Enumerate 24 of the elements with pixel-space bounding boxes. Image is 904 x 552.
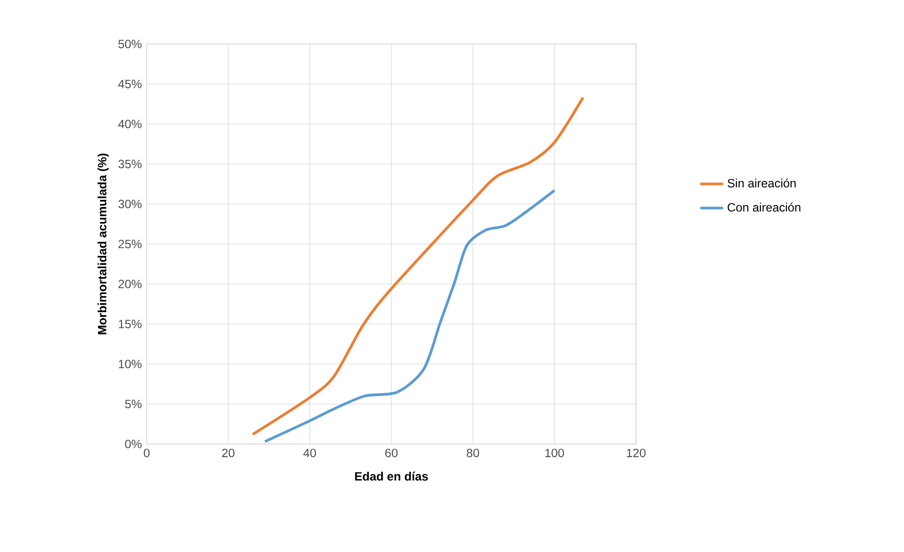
legend-label: Sin aireación — [728, 178, 796, 188]
x-tick-label: 0 — [144, 448, 150, 458]
y-axis-title: Morbimortalidad acumulada (%) — [98, 154, 109, 334]
line-series — [264, 189, 556, 443]
x-tick-label: 20 — [222, 448, 234, 458]
y-tick-label: 30% — [118, 200, 142, 208]
y-tick-label: 20% — [118, 280, 142, 288]
x-tick-label: 120 — [626, 448, 646, 458]
x-tick-label: 80 — [466, 448, 480, 458]
y-tick-label: 10% — [118, 360, 142, 368]
y-tick-label: 15% — [118, 320, 142, 328]
legend-label: Con aireación — [728, 202, 800, 212]
y-tick-label: 35% — [118, 160, 142, 168]
x-tick-label: 40 — [303, 448, 316, 458]
y-tick-label: 5% — [125, 400, 142, 408]
x-tick-label: 60 — [385, 448, 398, 458]
line-series — [251, 96, 584, 436]
x-axis-title: Edad en días — [355, 472, 428, 481]
y-tick-label: 40% — [118, 120, 142, 128]
y-tick-label: 0% — [125, 440, 142, 448]
x-tick-label: 100 — [545, 448, 564, 458]
y-tick-label: 25% — [118, 240, 142, 248]
y-tick-label: 45% — [118, 80, 142, 88]
y-tick-label: 50% — [118, 40, 142, 48]
